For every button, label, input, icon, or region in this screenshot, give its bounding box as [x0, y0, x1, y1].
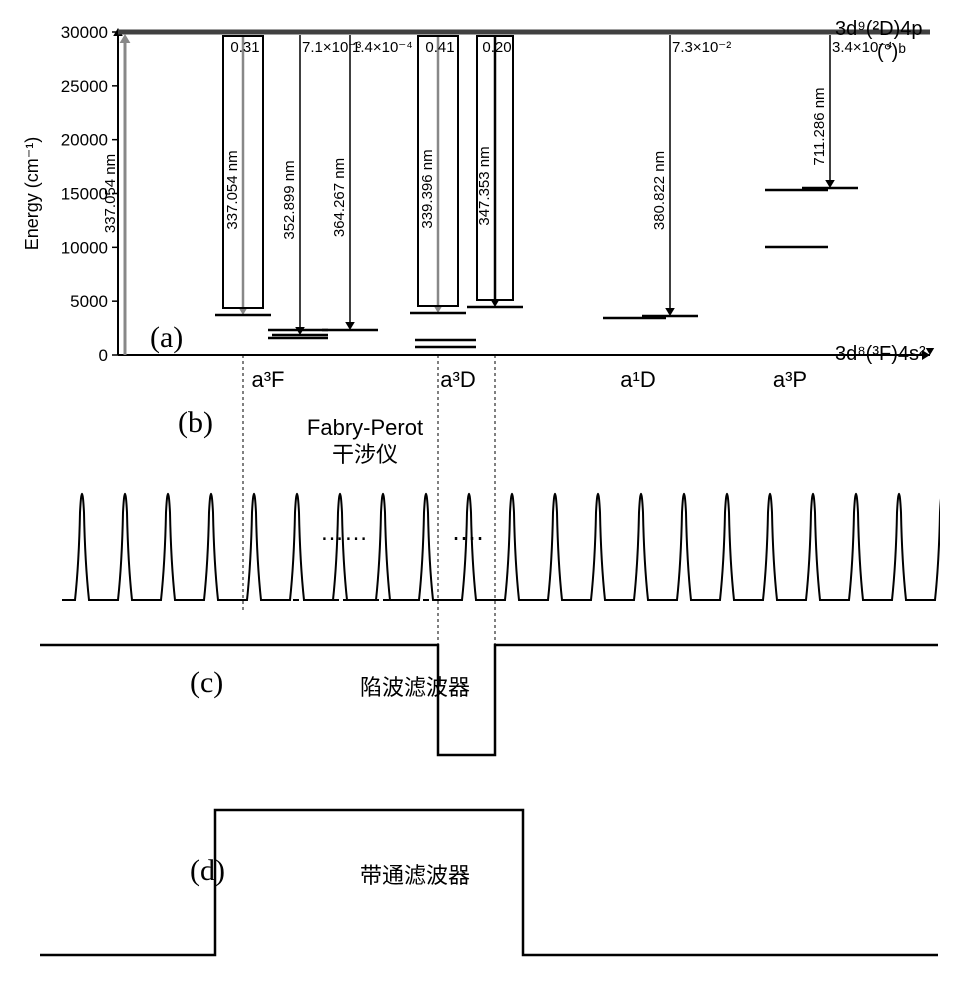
y-tick-label: 15000 — [61, 185, 108, 204]
fp-title-2: 干涉仪 — [332, 442, 398, 467]
branching-ratio: 7.3×10⁻² — [672, 39, 731, 56]
term-label: a³D — [440, 367, 475, 392]
panel-d-letter: (d) — [190, 854, 225, 887]
fabry-perot-svg: …… ‥‥ (b) Fabry-Perot干涉仪 — [20, 400, 940, 615]
fp-comb — [62, 494, 940, 600]
y-axis-label: Energy (cm⁻¹) — [22, 137, 42, 251]
panel-a-letter: (a) — [150, 321, 183, 354]
fp-title-1: Fabry-Perot — [307, 415, 423, 440]
term-label: a³P — [773, 367, 807, 392]
panel-d-bandpass-filter: (d) 带通滤波器 — [20, 785, 940, 975]
wavelength-label: 364.267 nm — [331, 158, 348, 237]
panel-b-letter: (b) — [178, 406, 213, 439]
energy-diagram-svg: 0 5000 10000 15000 20000 25000 30000 Energy (cm… — [20, 10, 940, 395]
bandpass-filter-svg: (d) 带通滤波器 — [20, 785, 940, 975]
wavelength-label: 352.899 nm — [281, 160, 298, 239]
branching-ratio: 0.20 — [482, 39, 511, 56]
excitation-wavelength: 337.054 nm — [102, 154, 119, 233]
wavelength-label: 711.286 nm — [811, 87, 828, 165]
term-label: a³F — [252, 367, 285, 392]
notch-filter-svg: (c) 陷波滤波器 — [20, 620, 940, 770]
dots-left: …… — [320, 519, 368, 546]
panel-a-energy-diagram: 0 5000 10000 15000 20000 25000 30000 Energy (cm… — [20, 10, 940, 395]
y-tick-label: 20000 — [61, 131, 108, 150]
notch-title: 陷波滤波器 — [360, 675, 470, 700]
panel-c-notch-filter: (c) 陷波滤波器 — [20, 620, 940, 770]
y-tick-label: 5000 — [70, 292, 108, 311]
y-tick-label: 30000 — [61, 23, 108, 42]
wavelength-label: 339.396 nm — [419, 149, 436, 228]
bottom-config-label: 3d⁸(³F)4s² — [835, 343, 926, 365]
y-tick-label: 25000 — [61, 77, 108, 96]
wavelength-label: 347.353 nm — [476, 146, 493, 225]
top-config-label: 3d⁹(²D)4p — [835, 18, 922, 40]
branching-ratio: 3.4×10⁻⁴ — [832, 39, 893, 56]
panel-c-letter: (c) — [190, 666, 223, 699]
wavelength-label: 337.054 nm — [224, 150, 241, 229]
y-tick-label: 10000 — [61, 238, 108, 257]
term-label: a¹D — [620, 367, 655, 392]
wavelength-label: 380.822 nm — [651, 151, 668, 230]
bandpass-profile — [40, 810, 938, 955]
dots-right: ‥‥ — [452, 519, 484, 546]
panel-b-fabry-perot: …… ‥‥ (b) Fabry-Perot干涉仪 — [20, 400, 940, 615]
branching-ratio: 1.4×10⁻⁴ — [352, 39, 413, 56]
notch-profile — [40, 645, 938, 755]
branching-ratio: 0.41 — [425, 39, 454, 56]
y-tick-label: 0 — [99, 346, 108, 365]
bandpass-title: 带通滤波器 — [360, 863, 470, 888]
branching-ratio: 0.31 — [230, 39, 259, 56]
